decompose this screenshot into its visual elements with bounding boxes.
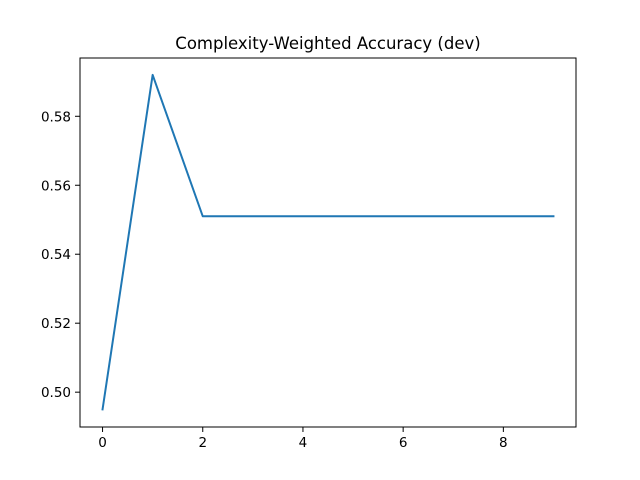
- x-tick-label: 2: [198, 435, 207, 451]
- y-tick-label: 0.52: [41, 316, 71, 332]
- x-tick-label: 4: [299, 435, 308, 451]
- plot-area: 0 2 4 6 8 0.50 0.52 0.54 0.56 0.58: [41, 57, 577, 451]
- y-tick-label: 0.50: [41, 385, 71, 401]
- axes-frame: [79, 57, 577, 428]
- x-tick-label: 8: [499, 435, 508, 451]
- y-tick-label: 0.54: [41, 247, 71, 263]
- y-tick-label: 0.56: [41, 178, 71, 194]
- chart-title: Complexity-Weighted Accuracy (dev): [175, 34, 480, 53]
- x-tick-label: 6: [399, 435, 408, 451]
- series-line-0: [101, 73, 555, 411]
- y-tick-label: 0.58: [41, 109, 71, 125]
- x-tick-label: 0: [98, 435, 107, 451]
